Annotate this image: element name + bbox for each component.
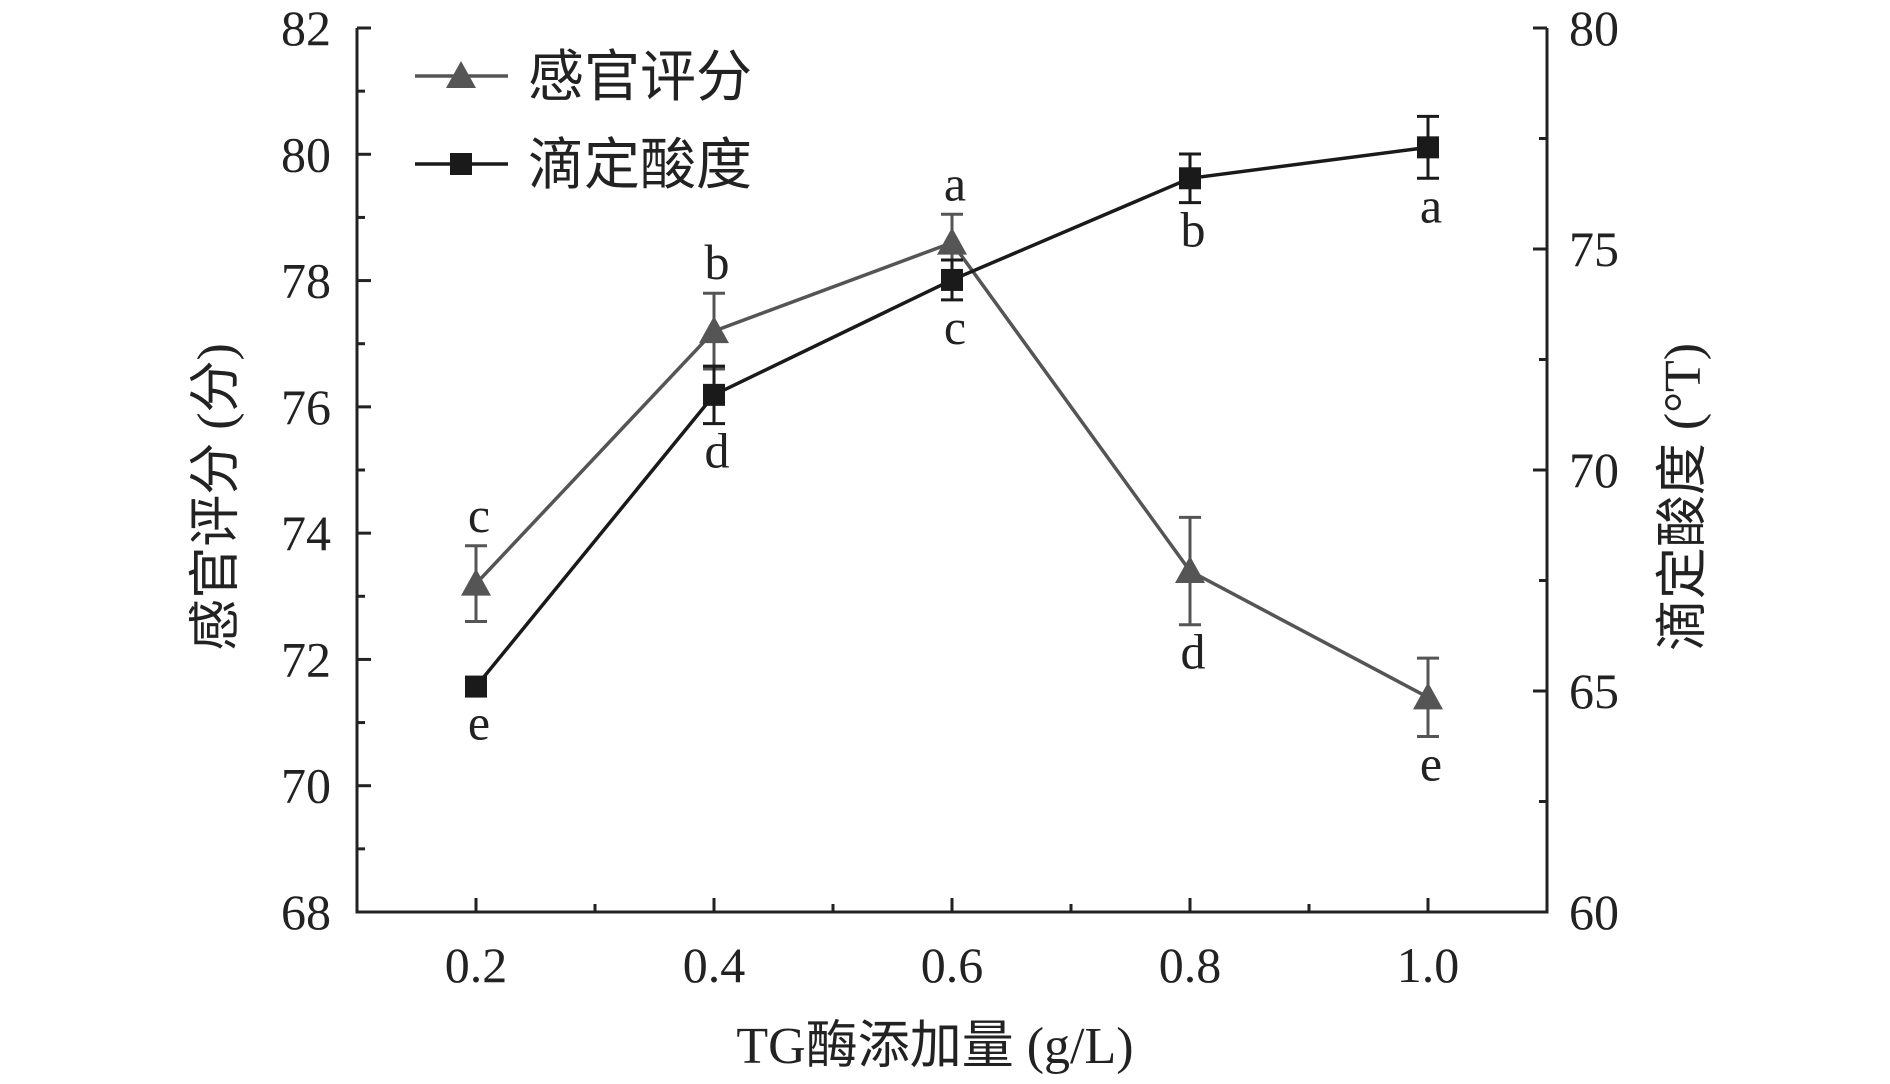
data-point xyxy=(1179,167,1201,190)
significance-label: e xyxy=(1420,735,1442,791)
series-layer: c b a d e e d c b a xyxy=(461,114,1443,791)
y-right-tick-label: 70 xyxy=(1569,442,1619,498)
x-tick-label: 0.2 xyxy=(445,937,508,993)
x-axis: 0.2 0.4 0.6 0.8 1.0 xyxy=(445,898,1460,993)
data-point xyxy=(937,227,967,255)
data-point xyxy=(461,568,491,596)
y-left-tick-label: 76 xyxy=(281,379,331,435)
significance-label: a xyxy=(944,155,966,211)
x-tick-label: 0.6 xyxy=(921,937,984,993)
significance-label: b xyxy=(705,234,730,290)
series-square: e d c b a xyxy=(465,114,1442,750)
y-left-tick-label: 70 xyxy=(281,758,331,814)
y-right-tick-label: 80 xyxy=(1569,0,1619,56)
y-left-tick-label: 78 xyxy=(281,253,331,309)
legend-label: 滴定酸度 xyxy=(528,135,752,197)
y-axis-left-title: 感官评分 (分) xyxy=(188,343,245,651)
significance-label: d xyxy=(705,423,730,479)
data-point xyxy=(699,316,729,344)
data-point xyxy=(1413,682,1443,710)
x-tick-label: 0.4 xyxy=(683,937,746,993)
significance-label: b xyxy=(1181,202,1206,258)
x-tick-label: 0.8 xyxy=(1159,937,1222,993)
significance-label: c xyxy=(468,487,490,543)
series-triangle: c b a d e xyxy=(461,155,1443,791)
x-axis-title: TG酶添加量 (g/L) xyxy=(736,1018,1133,1075)
y-axis-right: 60 65 70 75 80 xyxy=(1533,0,1619,940)
y-left-tick-label: 80 xyxy=(281,126,331,182)
significance-label: d xyxy=(1181,624,1206,680)
significance-label: c xyxy=(944,299,966,355)
y-left-tick-label: 68 xyxy=(281,884,331,940)
data-point xyxy=(703,383,725,406)
y-axis-left: 68 70 72 74 76 78 80 82 xyxy=(281,0,371,940)
data-point xyxy=(465,675,487,698)
y-right-tick-label: 60 xyxy=(1569,884,1619,940)
legend-item: 感官评分 xyxy=(415,47,752,109)
legend-marker xyxy=(450,153,472,175)
legend-marker xyxy=(446,61,476,88)
data-point xyxy=(1175,556,1205,584)
y-axis-right-title: 滴定酸度 (°T) xyxy=(1655,343,1712,651)
y-left-tick-label: 72 xyxy=(281,631,331,687)
y-left-tick-label: 74 xyxy=(281,505,331,561)
legend-label: 感官评分 xyxy=(528,47,752,109)
y-right-tick-label: 75 xyxy=(1569,221,1619,277)
y-right-tick-label: 65 xyxy=(1569,663,1619,719)
significance-label: e xyxy=(468,694,490,750)
x-tick-label: 1.0 xyxy=(1397,937,1460,993)
y-left-tick-label: 82 xyxy=(281,0,331,56)
data-point xyxy=(1417,136,1439,159)
legend-item: 滴定酸度 xyxy=(415,135,752,197)
data-point xyxy=(941,268,963,291)
significance-label: a xyxy=(1420,177,1442,233)
